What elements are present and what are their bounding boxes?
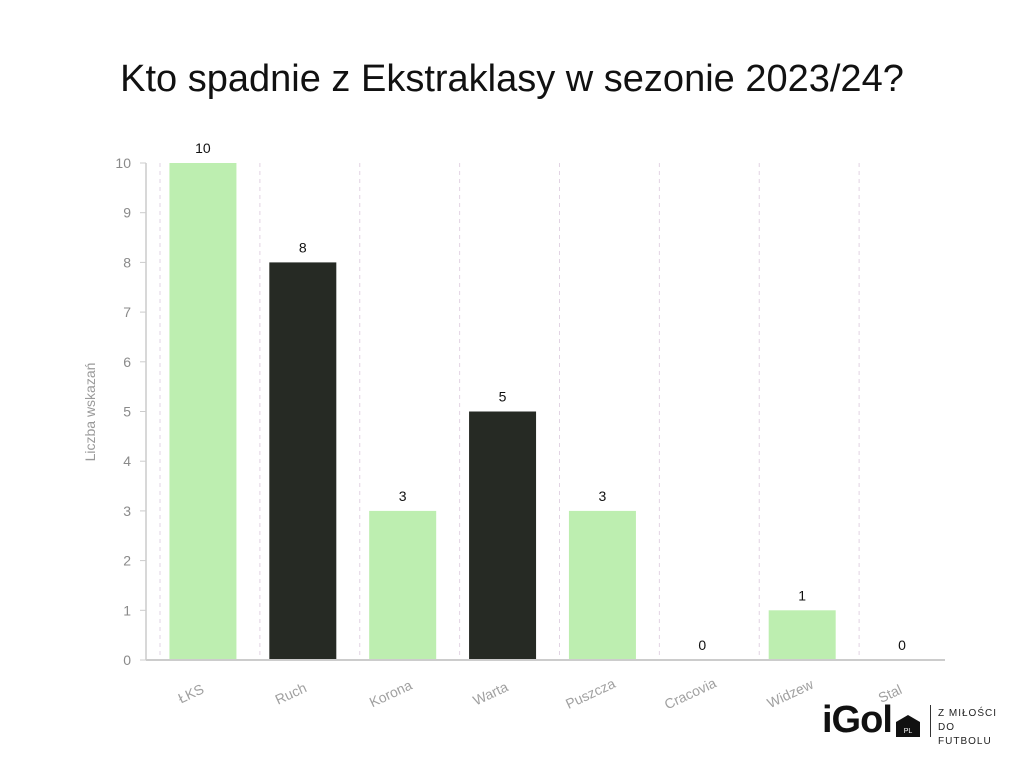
logo-tagline-line1: Z MIŁOŚCI — [938, 708, 998, 719]
y-tick-label: 9 — [123, 205, 131, 221]
category-label: Warta — [470, 678, 510, 708]
grid-layer — [159, 163, 860, 660]
bars-layer — [169, 163, 836, 660]
y-axis-title: Liczba wskazań — [82, 363, 98, 462]
y-tick-label: 0 — [123, 652, 131, 668]
category-label: ŁKS — [175, 681, 206, 707]
bar — [469, 411, 537, 660]
y-tick-label: 7 — [123, 304, 131, 320]
logo-badge-icon: PL — [896, 715, 920, 737]
bar-value-label: 1 — [798, 587, 806, 603]
y-tick-label: 1 — [123, 602, 131, 618]
logo-divider — [930, 705, 931, 737]
logo-tagline-line2: DO FUTBOLU — [938, 722, 992, 747]
category-label: Widzew — [764, 675, 816, 711]
category-label: Puszcza — [563, 675, 618, 712]
category-label: Cracovia — [662, 674, 719, 712]
bar-value-label: 3 — [399, 488, 407, 504]
bar — [768, 610, 836, 660]
y-tick-label: 5 — [123, 404, 131, 420]
bar — [369, 510, 437, 660]
y-tick-label: 8 — [123, 254, 131, 270]
logo-tagline: Z MIŁOŚCI DO FUTBOLU — [938, 707, 1010, 749]
bar-value-label: 0 — [698, 637, 706, 653]
logo-badge-text: PL — [904, 728, 913, 735]
y-tick-label: 10 — [115, 155, 131, 171]
bar-value-label: 3 — [599, 488, 607, 504]
y-tick-label: 6 — [123, 354, 131, 370]
y-tick-label: 4 — [123, 453, 131, 469]
category-label: Korona — [367, 677, 415, 711]
category-label: Ruch — [273, 679, 309, 707]
bar-value-label: 10 — [195, 140, 211, 156]
bar — [269, 262, 337, 660]
chart-title: Kto spadnie z Ekstraklasy w sezonie 2023… — [120, 58, 904, 100]
axis-layer — [140, 162, 945, 661]
bar-value-label: 0 — [898, 637, 906, 653]
igol-logo: iGol PL Z MIŁOŚCI DO FUTBOLU — [820, 697, 1010, 747]
bar-value-label: 8 — [299, 239, 307, 255]
y-tick-label: 3 — [123, 503, 131, 519]
y-tick-label: 2 — [123, 553, 131, 569]
bar — [568, 510, 636, 660]
bar — [169, 163, 237, 660]
logo-wordmark: iGol — [822, 699, 893, 741]
bar-value-label: 5 — [499, 389, 507, 405]
